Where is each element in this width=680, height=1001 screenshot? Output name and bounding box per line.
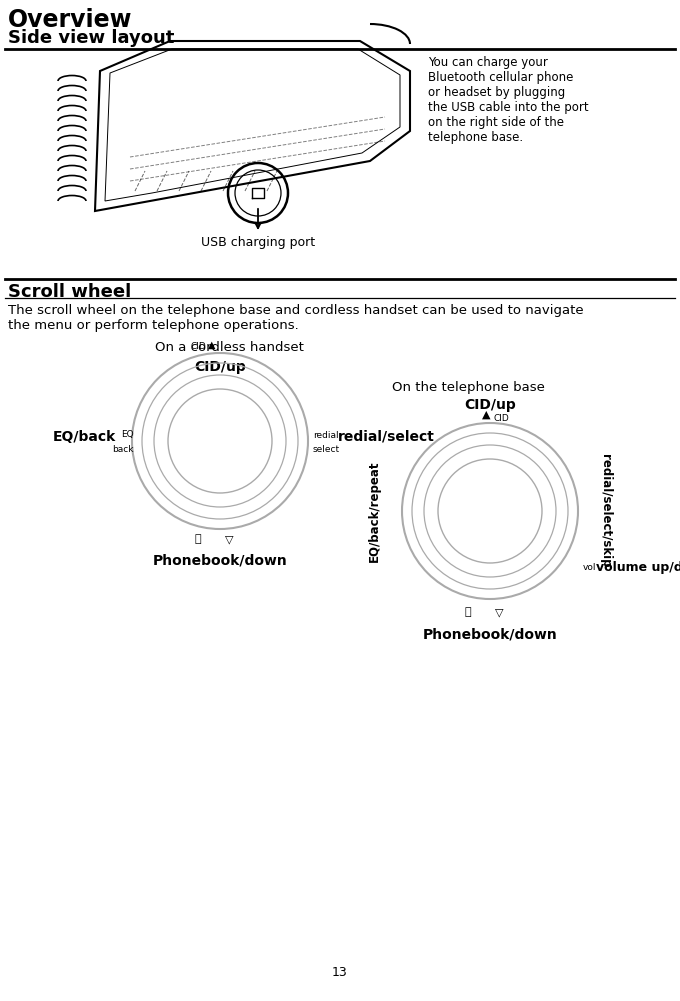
- Text: ▽: ▽: [495, 607, 503, 617]
- Text: CID: CID: [493, 414, 509, 423]
- Text: select: select: [313, 444, 340, 453]
- Text: CID/up: CID/up: [464, 398, 516, 412]
- Text: Phonebook/down: Phonebook/down: [152, 553, 288, 567]
- Text: ▲: ▲: [208, 340, 216, 350]
- Text: ⧈: ⧈: [194, 534, 201, 544]
- Text: Side view layout: Side view layout: [8, 29, 174, 47]
- Text: 13: 13: [332, 966, 348, 979]
- Text: CID: CID: [190, 342, 206, 351]
- Text: Overview: Overview: [8, 8, 133, 32]
- Text: vol: vol: [583, 563, 596, 572]
- Text: redial/select: redial/select: [338, 430, 435, 444]
- Text: You can charge your
Bluetooth cellular phone
or headset by plugging
the USB cabl: You can charge your Bluetooth cellular p…: [428, 56, 589, 144]
- Text: back: back: [112, 444, 134, 453]
- Text: USB charging port: USB charging port: [201, 236, 315, 249]
- Text: Phonebook/down: Phonebook/down: [423, 627, 558, 641]
- Text: The scroll wheel on the telephone base and cordless handset can be used to navig: The scroll wheel on the telephone base a…: [8, 304, 583, 317]
- Text: Scroll wheel: Scroll wheel: [8, 283, 131, 301]
- Text: volume up/down: volume up/down: [596, 561, 680, 574]
- Text: EQ: EQ: [121, 430, 134, 439]
- Text: the menu or perform telephone operations.: the menu or perform telephone operations…: [8, 319, 299, 332]
- Text: On a cordless handset: On a cordless handset: [155, 341, 304, 354]
- Text: On the telephone base: On the telephone base: [392, 381, 545, 394]
- Text: EQ/back: EQ/back: [53, 430, 116, 444]
- Text: CID/up: CID/up: [194, 360, 246, 374]
- Text: ▽: ▽: [225, 534, 233, 544]
- Text: ▲: ▲: [481, 410, 490, 420]
- Text: EQ/back/repeat: EQ/back/repeat: [367, 460, 381, 562]
- Text: redial/select/skip: redial/select/skip: [600, 454, 613, 568]
- Text: redial: redial: [313, 430, 339, 439]
- Text: ⧈: ⧈: [464, 607, 471, 617]
